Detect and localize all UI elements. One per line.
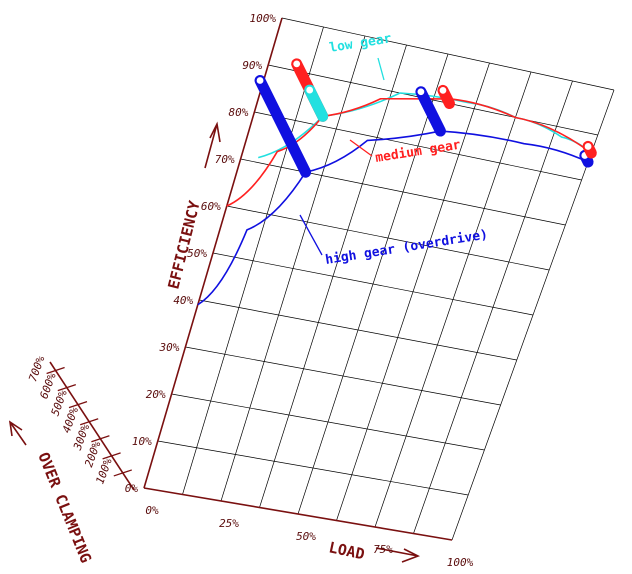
series-label-leader <box>349 139 373 157</box>
clamping-bars <box>254 58 597 178</box>
z-tick-mark <box>68 401 88 409</box>
series-line <box>197 130 589 306</box>
x-tick-label: 50% <box>296 530 316 543</box>
z-tick-mark <box>57 383 77 392</box>
clamping-bar-cap <box>255 75 265 86</box>
clamping-bar-cap <box>416 87 426 97</box>
x-axis-arrow <box>375 547 420 563</box>
x-tick-label: 25% <box>219 517 239 530</box>
clamping-bar-cap <box>438 85 448 96</box>
z-axis-line <box>49 361 135 491</box>
series-label: high gear (overdrive) <box>324 227 489 268</box>
series-label-leader <box>299 214 323 256</box>
y-tick-label: 100% <box>250 12 277 25</box>
y-tick-label: 10% <box>132 435 152 448</box>
grid-line-vertical <box>297 53 449 515</box>
x-axis-title: LOAD <box>327 538 366 563</box>
y-axis-line <box>143 17 283 489</box>
y-tick-label: 20% <box>146 388 166 401</box>
y-tick-label: 0% <box>125 482 139 495</box>
clamping-bar <box>415 86 446 137</box>
axes <box>8 17 453 563</box>
clamping-bar <box>304 84 329 122</box>
x-tick-label: 100% <box>447 556 474 569</box>
series-line <box>226 97 592 207</box>
y-tick-label: 70% <box>215 153 235 166</box>
x-tick-label: 75% <box>373 543 393 556</box>
y-axis-title: EFFICIENCY <box>164 199 203 291</box>
y-tick-label: 50% <box>187 247 207 260</box>
grid-line-vertical <box>182 26 324 495</box>
series-label-leader <box>377 57 385 81</box>
y-axis-arrow <box>204 121 221 169</box>
y-tick-label: 60% <box>201 200 221 213</box>
series-label: medium gear <box>374 138 462 166</box>
y-tick-label: 30% <box>159 341 180 354</box>
grid-line-vertical <box>374 71 532 528</box>
z-axis-arrow <box>8 420 27 446</box>
grid-line-vertical <box>413 80 573 534</box>
x-axis-line <box>143 487 453 541</box>
grid <box>143 17 615 541</box>
grid-line-vertical <box>259 44 407 508</box>
grid-line-vertical <box>336 62 490 521</box>
y-tick-label: 40% <box>173 294 193 307</box>
y-tick-label: 90% <box>242 59 262 72</box>
clamping-bar <box>254 75 312 178</box>
series-lines <box>197 92 592 306</box>
clamping-bar-cap <box>583 141 593 152</box>
z-tick-mark <box>113 469 133 477</box>
z-tick-mark <box>46 366 65 375</box>
z-tick-mark <box>91 435 110 443</box>
y-tick-label: 80% <box>229 106 249 119</box>
clamping-bar-cap <box>305 85 315 95</box>
z-tick-mark <box>102 452 121 460</box>
z-tick-mark <box>79 418 99 426</box>
x-tick-label: 0% <box>145 504 159 517</box>
clamping-bar-cap <box>292 59 302 69</box>
z-axis-title: OVER CLAMPING <box>34 450 95 566</box>
